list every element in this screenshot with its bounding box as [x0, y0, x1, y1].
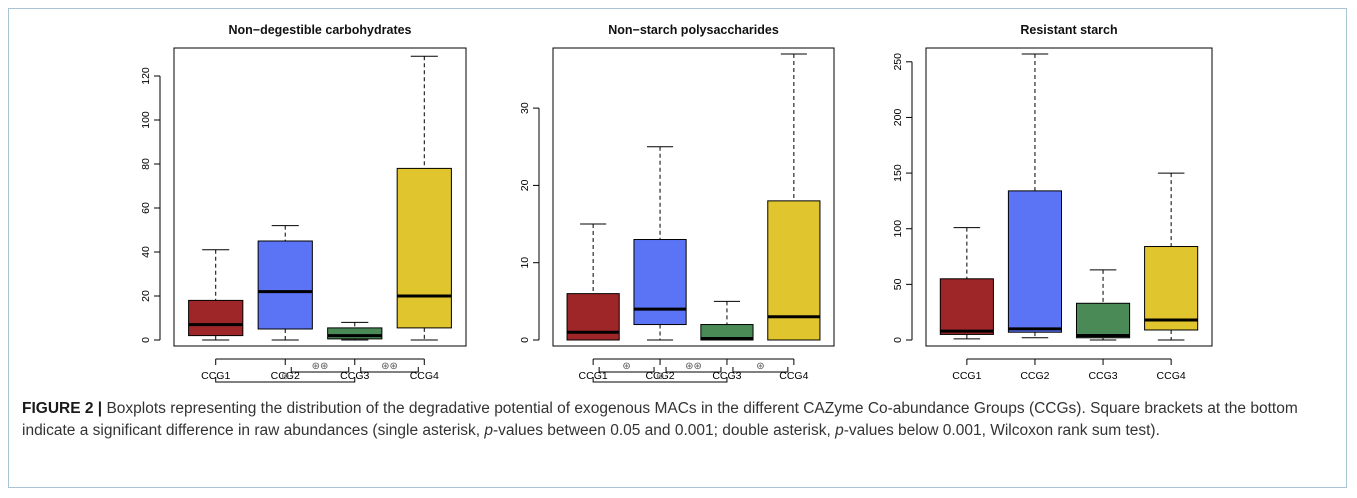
plot-frame [173, 47, 467, 347]
box-ccg2 [257, 240, 313, 330]
significance-asterisks: ⊛ [756, 361, 764, 372]
caption-label: FIGURE 2 | [22, 400, 103, 417]
box-ccg1 [939, 278, 994, 335]
significance-asterisks: ⊛ [622, 361, 630, 372]
x-tick-label: CCG3 [1088, 370, 1117, 382]
caption-p-italic-2: p [835, 422, 844, 439]
significance-bracket [360, 367, 419, 373]
y-tick-label: 20 [519, 179, 531, 191]
significance-bracket [665, 367, 722, 373]
caption-text-1: Boxplots representing the distribution o… [22, 400, 1298, 439]
box-ccg4 [396, 167, 452, 329]
significance-bracket [598, 367, 655, 373]
figure-frame [8, 8, 1347, 488]
box-ccg1 [188, 299, 244, 337]
y-tick-label: 100 [892, 220, 904, 238]
chart-panel-1: Non−degestible carbohydrates 0 20 40 60 80 100… [140, 23, 467, 383]
significance-asterisks: ⊛ [281, 371, 289, 382]
y-tick-label: 80 [140, 158, 152, 170]
chart-panel-3: Resistant starch 0 50 100 150 200 250 CCG1 CCG2 C… [892, 23, 1213, 382]
chart-panel-2: Non−starch polysaccharides 0 10 20 30 CCG1 CCG… [519, 23, 835, 383]
figure-caption: FIGURE 2 | Boxplots representing the dis… [22, 398, 1327, 442]
caption-text-2: -values between 0.05 and 0.001; double a… [493, 422, 836, 439]
y-tick-label: 0 [519, 337, 531, 343]
y-tick-label: 250 [892, 53, 904, 71]
chart-title: Resistant starch [1020, 23, 1117, 37]
box-ccg4 [1144, 246, 1199, 331]
y-tick-label: 120 [140, 67, 152, 85]
x-tick-label: CCG1 [201, 370, 230, 382]
box-ccg3 [327, 327, 383, 340]
chart-title: Non−degestible carbohydrates [228, 23, 411, 37]
significance-bracket [592, 377, 728, 383]
plot-frame [925, 47, 1213, 347]
y-tick-label: 30 [519, 102, 531, 114]
x-tick-label: CCG2 [1020, 370, 1049, 382]
x-tick-label: CCG1 [952, 370, 981, 382]
caption-text-3: -values below 0.001, Wilcoxon rank sum t… [843, 422, 1160, 439]
box-ccg2 [633, 239, 687, 326]
significance-asterisks: ⊛⊛ [312, 361, 329, 372]
x-tick-label: CCG2 [645, 370, 674, 382]
y-tick-label: 10 [519, 257, 531, 269]
significance-asterisks: ⊛⊛ [685, 361, 702, 372]
box-ccg3 [1075, 302, 1131, 339]
x-tick-label: CCG4 [410, 370, 439, 382]
y-tick-label: 150 [892, 164, 904, 182]
y-tick-label: 40 [140, 246, 152, 258]
y-tick-label: 20 [140, 290, 152, 302]
x-tick-label: CCG1 [579, 370, 608, 382]
boxplot-panels: Non−degestible carbohydrates020406080100… [140, 23, 1213, 383]
significance-asterisks: ⊛⊛ [381, 361, 398, 372]
x-tick-label: CCG2 [271, 370, 300, 382]
box-ccg2 [1007, 190, 1063, 333]
caption-p-italic-1: p [484, 422, 494, 439]
y-tick-label: 0 [140, 337, 152, 343]
x-tick-label: CCG3 [712, 370, 741, 382]
y-tick-label: 200 [892, 109, 904, 127]
significance-asterisks: ⊛ [656, 371, 664, 382]
y-tick-label: 0 [892, 337, 904, 343]
chart-title: Non−starch polysaccharides [608, 23, 779, 37]
significance-bracket [215, 377, 356, 383]
x-tick-label: CCG4 [1157, 370, 1186, 382]
y-tick-label: 50 [892, 278, 904, 290]
y-tick-label: 100 [140, 111, 152, 129]
x-tick-label: CCG4 [779, 370, 808, 382]
y-tick-label: 60 [140, 202, 152, 214]
box-ccg3 [700, 324, 754, 341]
significance-bracket [290, 367, 350, 373]
significance-bracket [732, 367, 789, 373]
box-ccg4 [767, 200, 821, 341]
x-tick-label: CCG3 [340, 370, 369, 382]
plot-frame [552, 47, 835, 347]
